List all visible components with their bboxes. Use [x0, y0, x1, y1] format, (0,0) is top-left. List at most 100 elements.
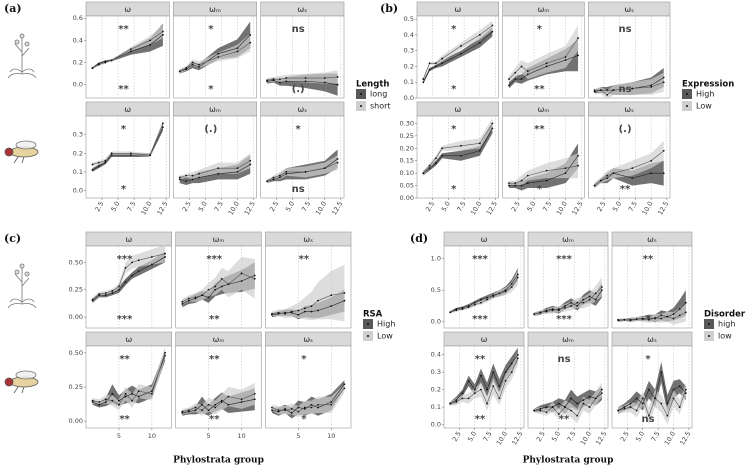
point [449, 311, 452, 314]
y-tick-label: 0.1 [404, 78, 414, 86]
point [129, 154, 132, 157]
point [508, 182, 510, 184]
point [678, 406, 681, 408]
point [606, 89, 609, 92]
significance: (.) [619, 124, 632, 135]
point [284, 312, 287, 315]
point [214, 285, 217, 288]
panel-label: (a) [4, 2, 22, 15]
point [178, 178, 181, 181]
point [240, 401, 243, 403]
x-tick-label: 10.0 [579, 430, 593, 447]
point [526, 182, 529, 184]
ribbon [594, 72, 664, 100]
point [600, 286, 603, 288]
y-tick-label: 0.4 [404, 31, 414, 39]
point [641, 397, 644, 400]
point [570, 301, 572, 304]
point [600, 392, 603, 395]
significance: ** [643, 254, 654, 265]
y-tick-label: 0.0 [431, 318, 441, 326]
point [678, 385, 681, 388]
point [277, 409, 280, 412]
point [486, 298, 488, 301]
point [240, 280, 243, 282]
point [648, 414, 650, 417]
point [498, 292, 501, 295]
point [253, 392, 256, 395]
significance: * [121, 124, 127, 135]
x-tick-label: 2.5 [268, 200, 280, 213]
point [227, 283, 230, 286]
significance: (.) [204, 124, 217, 135]
point [304, 80, 307, 83]
point [104, 61, 107, 64]
point [278, 81, 281, 84]
point [278, 176, 281, 179]
y-tick-label: 0.0 [431, 421, 441, 429]
point [178, 70, 181, 73]
point [253, 277, 256, 280]
legend-title: RSA [363, 310, 383, 320]
y-tick-label: 0.30 [400, 119, 414, 127]
point [629, 319, 632, 322]
ribbon [508, 153, 579, 186]
x-tick-label: 7.5 [650, 430, 662, 443]
point [662, 172, 665, 175]
point [564, 306, 566, 309]
point [118, 285, 120, 288]
point [164, 351, 166, 354]
y-tick-label: 0.25 [69, 383, 83, 391]
point [217, 52, 220, 55]
line [618, 389, 687, 417]
y-tick-label: 0.20 [400, 144, 414, 152]
point [684, 311, 687, 314]
fly-icon [4, 140, 39, 164]
point [570, 409, 572, 412]
point [480, 301, 482, 304]
point [478, 149, 481, 152]
significance: *** [206, 254, 222, 265]
point [422, 172, 425, 175]
point [124, 281, 127, 283]
point [285, 171, 288, 173]
ribbon [423, 123, 493, 176]
legend-dot [686, 93, 688, 95]
facet-title: ω [124, 5, 131, 14]
x-tick-label: 12.5 [510, 430, 524, 447]
point [220, 277, 223, 280]
point [480, 374, 482, 377]
line [182, 272, 255, 303]
point [271, 406, 273, 409]
plant-icon [7, 33, 37, 79]
point [297, 313, 300, 316]
y-tick-label: 0.3 [404, 47, 414, 55]
point [593, 184, 596, 187]
point [91, 163, 94, 166]
point [310, 403, 313, 406]
point [564, 172, 567, 175]
point [551, 406, 554, 408]
facet-title: ωₘ [562, 235, 574, 244]
x-tick-label: 10.0 [139, 200, 153, 217]
point [111, 399, 114, 402]
point [631, 167, 634, 170]
point [434, 62, 437, 65]
point [162, 122, 164, 125]
facet-title: ω [124, 105, 131, 114]
point [220, 285, 223, 288]
legend-label: High [377, 320, 395, 329]
point [564, 305, 566, 307]
point [629, 406, 632, 408]
ribbon [618, 361, 686, 415]
significance: ns [641, 414, 654, 425]
y-tick-label: 1.0 [431, 255, 441, 263]
point [514, 78, 517, 80]
point [539, 311, 542, 314]
point [91, 401, 94, 403]
panel [85, 345, 172, 429]
point [240, 398, 243, 401]
point [207, 288, 210, 291]
point [111, 292, 114, 294]
point [660, 317, 663, 320]
